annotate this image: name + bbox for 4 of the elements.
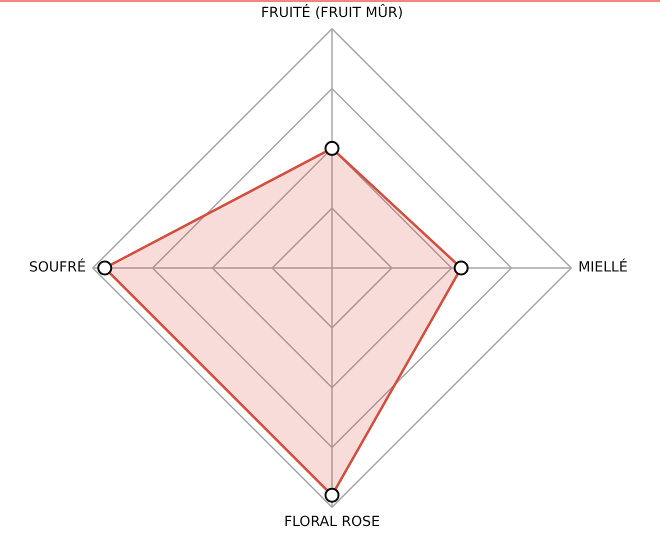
spoke-label: FLORAL ROSE (284, 514, 380, 530)
spoke-label: SOUFRÉ (29, 258, 86, 276)
spoke-label: FRUITÉ (FRUIT MÛR) (260, 4, 404, 22)
spoke-label: MIELLÉ (578, 258, 628, 276)
